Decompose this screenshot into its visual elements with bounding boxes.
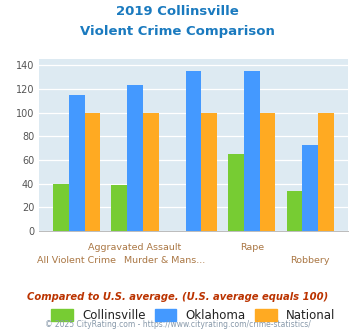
Bar bbox=[69, 95, 84, 231]
Bar bbox=[260, 113, 275, 231]
Bar bbox=[201, 113, 217, 231]
Text: Murder & Mans...: Murder & Mans... bbox=[124, 256, 205, 265]
Text: Compared to U.S. average. (U.S. average equals 100): Compared to U.S. average. (U.S. average … bbox=[27, 292, 328, 302]
Bar bbox=[53, 184, 69, 231]
Text: All Violent Crime: All Violent Crime bbox=[37, 256, 116, 265]
Bar bbox=[286, 191, 302, 231]
Bar bbox=[244, 71, 260, 231]
Legend: Collinsville, Oklahoma, National: Collinsville, Oklahoma, National bbox=[51, 309, 335, 322]
Bar bbox=[302, 145, 318, 231]
Bar bbox=[186, 71, 201, 231]
Bar bbox=[111, 185, 127, 231]
Text: Robbery: Robbery bbox=[290, 256, 330, 265]
Bar bbox=[318, 113, 334, 231]
Bar bbox=[84, 113, 100, 231]
Bar bbox=[228, 154, 244, 231]
Text: 2019 Collinsville: 2019 Collinsville bbox=[116, 5, 239, 18]
Bar bbox=[143, 113, 159, 231]
Bar bbox=[127, 85, 143, 231]
Text: Rape: Rape bbox=[240, 244, 264, 252]
Text: © 2025 CityRating.com - https://www.cityrating.com/crime-statistics/: © 2025 CityRating.com - https://www.city… bbox=[45, 320, 310, 329]
Text: Aggravated Assault: Aggravated Assault bbox=[88, 244, 182, 252]
Text: Violent Crime Comparison: Violent Crime Comparison bbox=[80, 25, 275, 38]
